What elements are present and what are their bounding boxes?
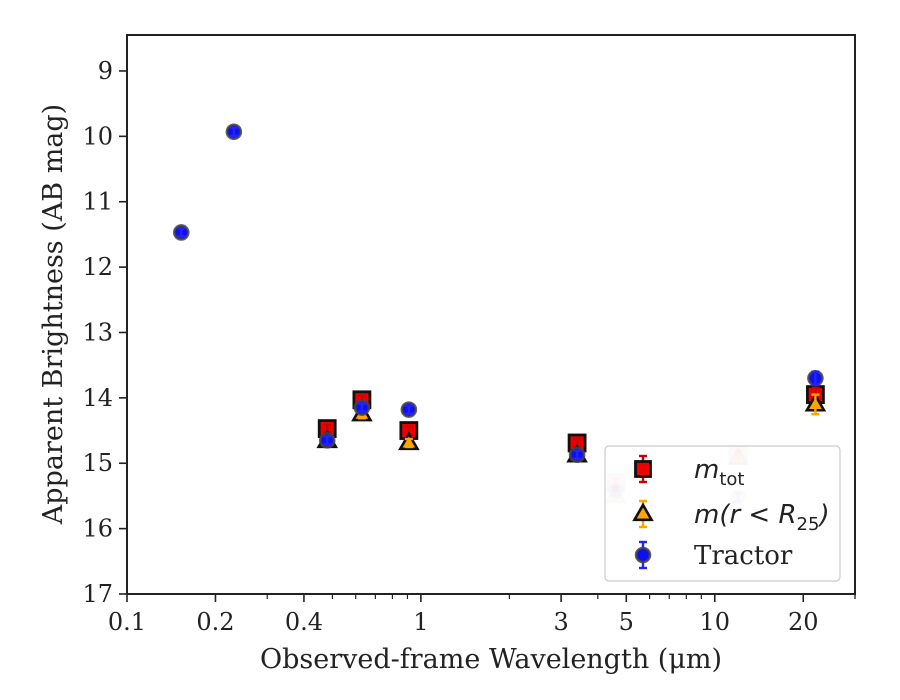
x-axis-ticks: 0.1 0.2 0.4 1 3 5 10 20: [108, 594, 856, 636]
error-bar: [357, 402, 366, 413]
legend-marker-circle: [634, 546, 652, 564]
error-bar: [323, 435, 332, 446]
legend-box: [604, 445, 841, 582]
y-tick-label: 12: [82, 253, 113, 281]
plot-frame: [126, 34, 856, 595]
legend-label-subscript: tot: [719, 469, 744, 490]
legend-label: m(r < R25): [694, 500, 830, 535]
error-bar: [811, 370, 820, 386]
y-tick-label: 11: [82, 188, 113, 216]
legend-label-subscript: 25: [797, 514, 820, 535]
x-tick-label: 0.1: [108, 608, 146, 636]
legend-marker-triangle: [632, 502, 654, 522]
error-bar: [573, 449, 582, 460]
legend-label-main: m(r < R: [694, 500, 797, 530]
legend: mtot m(r < R25) Tractor: [604, 445, 841, 582]
x-tick-label: 20: [788, 608, 819, 636]
y-tick-label: 16: [82, 515, 113, 543]
y-axis-label: Apparent Brightness (AB mag): [38, 104, 69, 525]
y-tick-label: 9: [98, 57, 113, 85]
x-axis-label: Observed-frame Wavelength (μm): [260, 644, 722, 675]
y-tick-label: 15: [82, 449, 113, 477]
y-tick-label: 17: [82, 580, 113, 608]
x-tick-label: 0.2: [196, 608, 234, 636]
legend-label-tail: ): [817, 500, 829, 530]
x-tick-label: 10: [700, 608, 731, 636]
x-tick-label: 0.4: [285, 608, 323, 636]
error-bar: [229, 126, 238, 137]
y-tick-label: 13: [82, 318, 113, 346]
x-tick-label: 3: [553, 608, 568, 636]
legend-label-main: m: [694, 455, 719, 485]
error-bar: [177, 227, 186, 238]
x-tick-label: 5: [619, 608, 634, 636]
y-axis-ticks: 9 10 11 12 13 14 15 16 17: [82, 57, 127, 608]
y-tick-label: 10: [82, 122, 113, 150]
error-bar: [811, 393, 820, 416]
legend-marker-square: [634, 460, 652, 478]
legend-label: mtot: [694, 455, 744, 490]
error-bar: [404, 404, 413, 415]
x-tick-label: 1: [413, 608, 428, 636]
legend-label: Tractor: [694, 541, 793, 571]
y-tick-label: 14: [82, 384, 113, 412]
error-bar: [404, 437, 413, 449]
